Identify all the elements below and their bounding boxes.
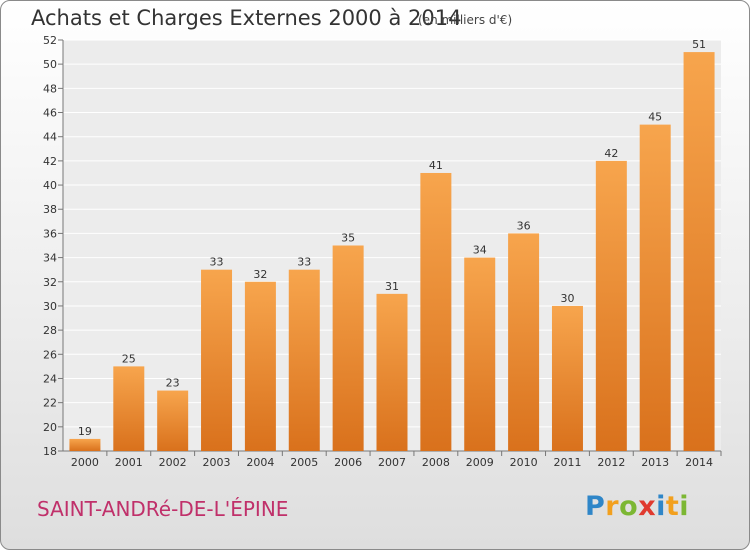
x-tick-label: 2007: [378, 456, 406, 469]
commune-name: SAINT-ANDRé-DE-L'ÉPINE: [37, 497, 289, 521]
x-tick-label: 2010: [510, 456, 538, 469]
y-tick-label: 20: [43, 421, 57, 434]
bar-value-label: 25: [122, 352, 136, 365]
bar-value-label: 23: [166, 377, 180, 390]
x-tick-label: 2014: [685, 456, 713, 469]
y-tick-label: 18: [43, 445, 57, 458]
bar-value-label: 30: [560, 292, 574, 305]
y-tick-label: 30: [43, 300, 57, 313]
y-tick-label: 42: [43, 155, 57, 168]
y-tick-label: 40: [43, 179, 57, 192]
bar: [244, 281, 276, 451]
bar-value-label: 36: [517, 219, 531, 232]
bar: [288, 269, 320, 451]
x-tick-label: 2008: [422, 456, 450, 469]
x-tick-label: 2012: [597, 456, 625, 469]
y-tick-label: 24: [43, 372, 57, 385]
bar-value-label: 51: [692, 38, 706, 51]
chart-title: Achats et Charges Externes 2000 à 2014: [31, 6, 462, 30]
y-tick-label: 26: [43, 348, 57, 361]
bar: [464, 257, 496, 451]
proxiti-logo: Proxiti: [585, 491, 690, 522]
bar-value-label: 33: [297, 256, 311, 269]
bar-value-label: 19: [78, 425, 92, 438]
bar-value-label: 45: [648, 111, 662, 124]
y-tick-label: 46: [43, 107, 57, 120]
x-tick-label: 2013: [641, 456, 669, 469]
x-tick-label: 2003: [203, 456, 231, 469]
bar: [551, 305, 583, 451]
bar-value-label: 31: [385, 280, 399, 293]
x-tick-label: 2004: [246, 456, 274, 469]
chart-subtitle: (en milliers d'€): [418, 13, 513, 27]
x-tick-label: 2000: [71, 456, 99, 469]
bar: [376, 293, 408, 451]
y-tick-label: 32: [43, 276, 57, 289]
x-tick-label: 2002: [159, 456, 187, 469]
x-tick-label: 2011: [553, 456, 581, 469]
x-tick-label: 2006: [334, 456, 362, 469]
bar: [595, 160, 627, 451]
y-tick-label: 44: [43, 131, 57, 144]
bar: [157, 390, 189, 451]
bar-value-label: 42: [604, 147, 618, 160]
y-tick-label: 22: [43, 397, 57, 410]
bar-value-label: 33: [210, 256, 224, 269]
bar: [420, 172, 452, 451]
x-tick-label: 2005: [290, 456, 318, 469]
bar-value-label: 35: [341, 232, 355, 245]
bar: [69, 438, 101, 451]
y-tick-label: 34: [43, 252, 57, 265]
bar: [683, 52, 715, 452]
y-tick-label: 28: [43, 324, 57, 337]
y-tick-label: 50: [43, 58, 57, 71]
bar: [113, 366, 145, 451]
bar-value-label: 34: [473, 244, 487, 257]
bar: [639, 124, 671, 451]
bar: [332, 245, 364, 451]
y-tick-label: 38: [43, 203, 57, 216]
x-tick-label: 2009: [466, 456, 494, 469]
bar: [508, 233, 540, 451]
bar-value-label: 32: [253, 268, 267, 281]
y-tick-label: 36: [43, 227, 57, 240]
y-tick-label: 48: [43, 82, 57, 95]
y-tick-label: 52: [43, 34, 57, 47]
bar-value-label: 41: [429, 159, 443, 172]
bar: [201, 269, 233, 451]
x-tick-label: 2001: [115, 456, 143, 469]
